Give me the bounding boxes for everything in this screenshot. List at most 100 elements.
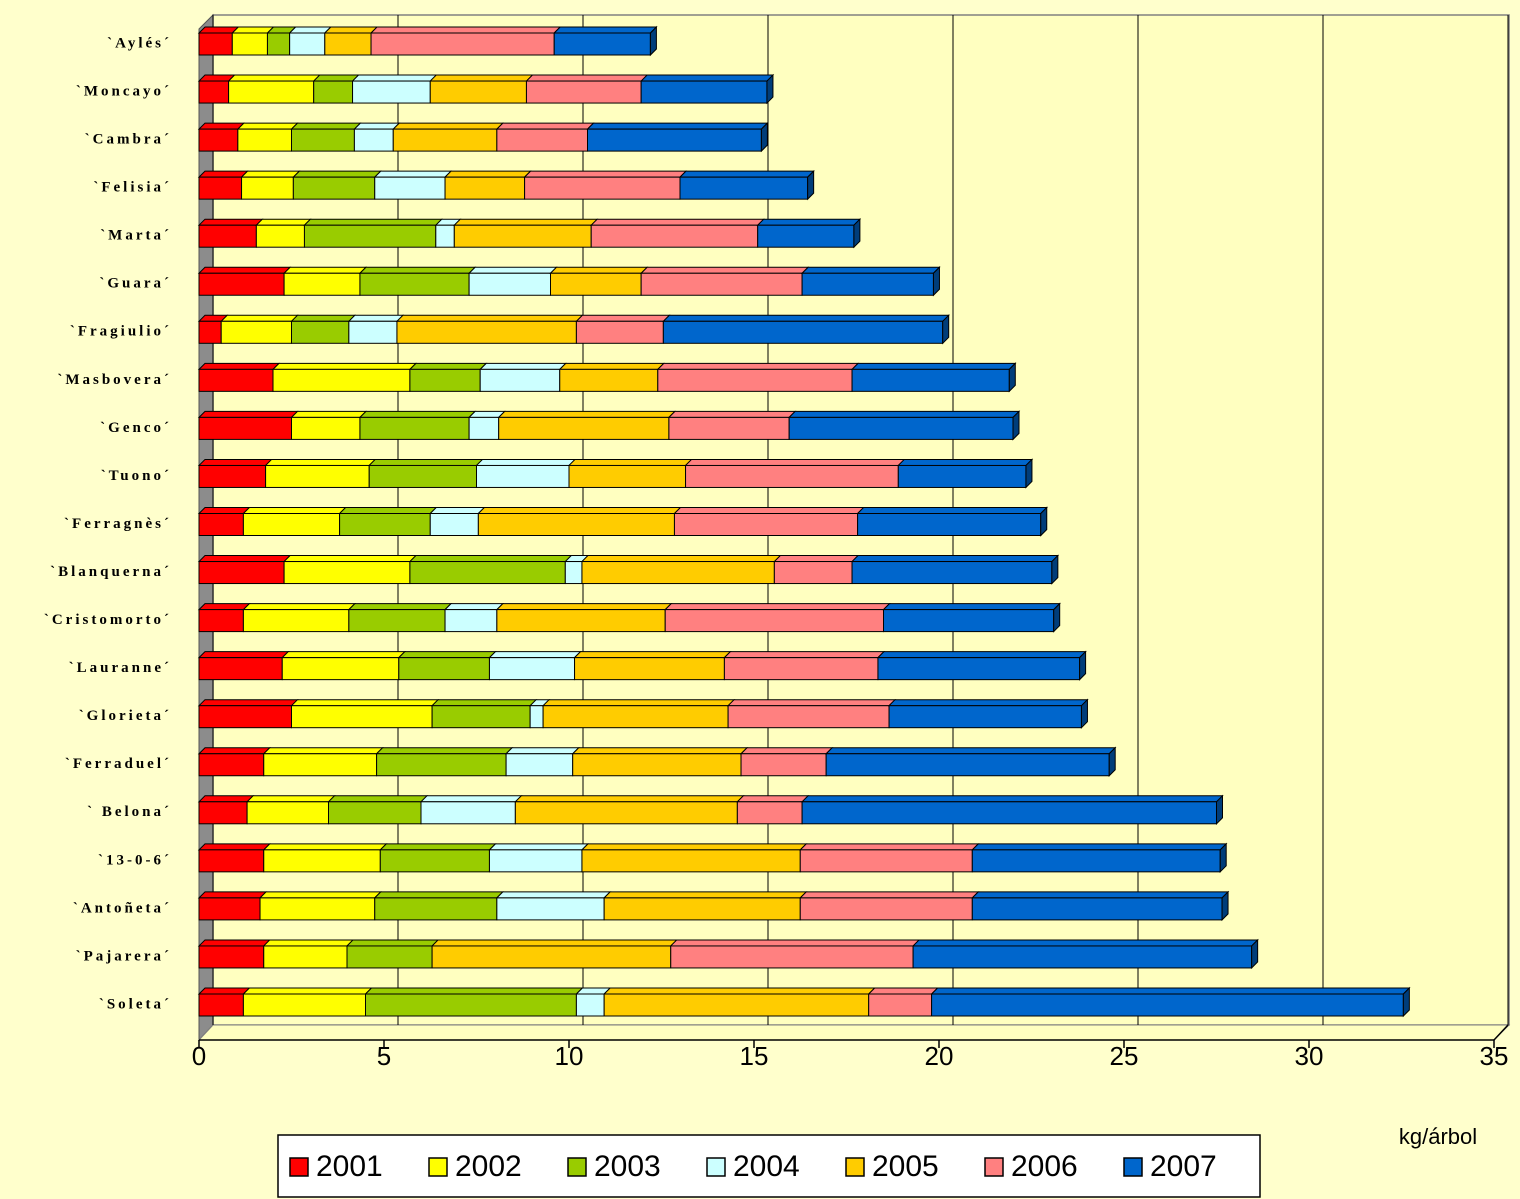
bar-top [971, 843, 1228, 851]
bar-top [897, 458, 1034, 466]
bar [851, 368, 1010, 392]
bar [198, 128, 239, 152]
bar-top [589, 218, 765, 226]
bar [353, 128, 394, 152]
bar-side [1251, 938, 1259, 970]
bar-top [867, 987, 939, 995]
bar [313, 80, 354, 104]
bar-top [290, 699, 440, 707]
bar-top [525, 74, 649, 82]
bar-top [419, 795, 523, 803]
bar [851, 561, 1053, 585]
bar-top [971, 891, 1230, 899]
bar [198, 416, 292, 440]
bar [255, 224, 305, 248]
bar-top [364, 987, 584, 995]
bar-top [197, 843, 271, 851]
bar-top [850, 555, 1060, 563]
bar [429, 513, 479, 536]
bar-top [219, 314, 299, 322]
bar [198, 657, 283, 681]
bar-top [292, 170, 382, 178]
bar-top [258, 891, 382, 899]
bar-side [1216, 794, 1223, 826]
bar [496, 897, 605, 921]
bar-top [271, 362, 418, 370]
bar [328, 801, 422, 825]
x-tick-label: 20 [925, 1041, 954, 1071]
bar-top [197, 122, 246, 130]
bar [550, 272, 642, 296]
bar [266, 32, 291, 56]
y-tick-label: `Moncayo´ [76, 83, 172, 99]
bar-top [197, 26, 240, 34]
bar-top [739, 747, 834, 755]
bar [198, 513, 244, 536]
bar [912, 945, 1253, 969]
y-tick-label: `Marta´ [100, 228, 172, 244]
bar [453, 224, 592, 248]
bar [431, 705, 531, 729]
bar-top [264, 458, 377, 466]
bar [505, 753, 574, 777]
bar-top [367, 458, 484, 466]
x-tick-label: 30 [1295, 1041, 1324, 1071]
bar-top [586, 122, 769, 130]
bar [529, 705, 544, 729]
legend-label: 2001 [316, 1150, 383, 1183]
bar [289, 32, 326, 56]
bar [198, 609, 244, 633]
bar-top [347, 603, 453, 611]
bar [198, 320, 222, 344]
bar [883, 609, 1055, 633]
bar [281, 657, 400, 681]
bar-top [290, 122, 362, 130]
bar [468, 272, 552, 296]
bar [398, 657, 490, 681]
bar [788, 416, 1014, 440]
bar-top [756, 218, 862, 226]
x-tick-label: 35 [1480, 1041, 1509, 1071]
bar-top [197, 507, 251, 514]
bar [368, 464, 478, 488]
y-tick-label: `Antoñeta´ [73, 900, 172, 916]
bar-top [375, 747, 514, 755]
bar [971, 849, 1221, 873]
legend-swatch [289, 1157, 309, 1177]
bar-side [766, 73, 774, 105]
bar [479, 368, 561, 392]
bar [291, 416, 361, 440]
bar [740, 753, 827, 777]
bar [581, 849, 801, 873]
bar [429, 80, 527, 104]
bar-side [1219, 842, 1227, 874]
bar-top [227, 74, 321, 82]
bar [359, 272, 470, 296]
bar [444, 176, 526, 200]
bar-top [430, 699, 538, 707]
y-tick-label: `Tuono´ [101, 468, 172, 484]
bar-top [197, 795, 255, 803]
bar-side [1080, 698, 1088, 729]
bar-side [1108, 746, 1116, 777]
x-tick-label: 25 [1110, 1041, 1139, 1071]
bar [228, 80, 315, 104]
bar-top [242, 603, 357, 611]
bar [198, 705, 292, 729]
bar [265, 464, 370, 488]
bar [857, 513, 1042, 536]
bar [379, 849, 490, 873]
bar [231, 32, 268, 56]
bar-top [262, 843, 388, 851]
bar [272, 368, 411, 392]
bar [291, 705, 433, 729]
bar-top [488, 651, 582, 659]
bar-top [197, 939, 271, 947]
bar-top [197, 699, 299, 707]
bar-top [495, 891, 612, 899]
bar-top [567, 458, 693, 466]
bar-top [558, 362, 666, 370]
bar [568, 464, 687, 488]
bar [603, 897, 801, 921]
bar-side [1012, 410, 1020, 441]
